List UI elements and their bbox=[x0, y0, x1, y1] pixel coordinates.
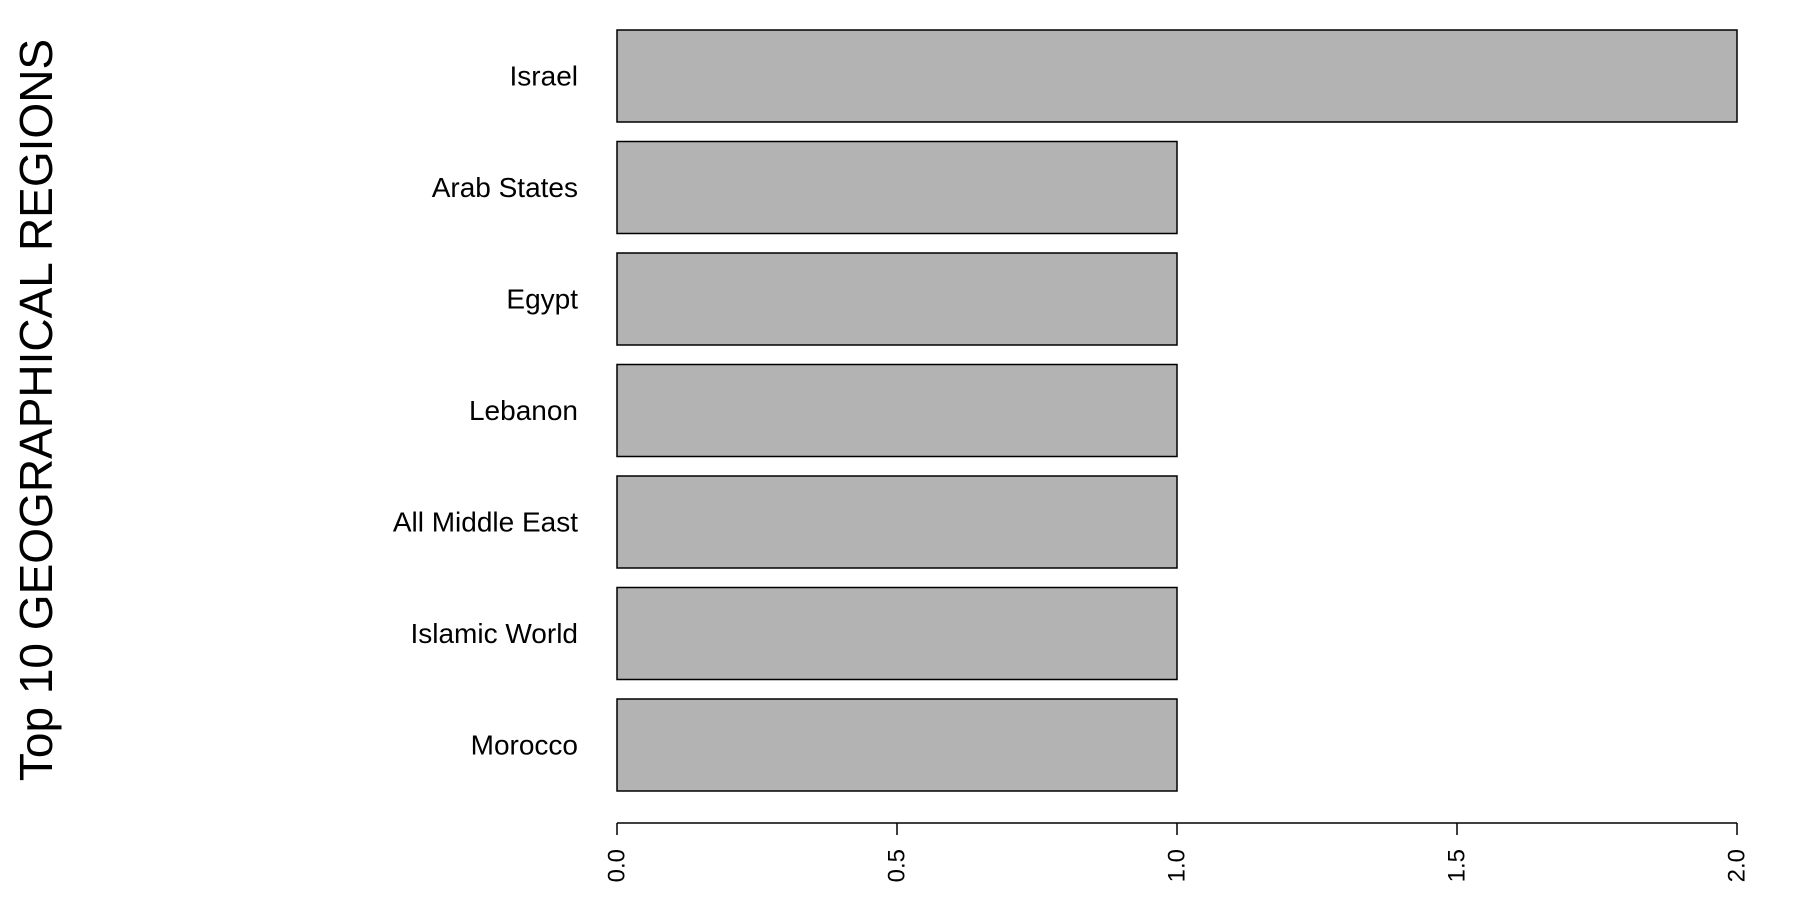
y-axis-title-group: Top 10 GEOGRAPHICAL REGIONS bbox=[10, 39, 62, 781]
bars-group bbox=[616, 29, 1738, 792]
category-label: Morocco bbox=[471, 730, 578, 761]
category-label: Egypt bbox=[506, 284, 578, 315]
category-label: All Middle East bbox=[393, 507, 578, 538]
bar bbox=[616, 475, 1178, 569]
category-label: Israel bbox=[510, 61, 578, 92]
bar bbox=[616, 586, 1178, 681]
bar bbox=[616, 29, 1738, 123]
bar bbox=[616, 140, 1178, 235]
y-axis-title: Top 10 GEOGRAPHICAL REGIONS bbox=[10, 39, 62, 781]
category-label: Lebanon bbox=[469, 395, 578, 426]
category-label: Arab States bbox=[432, 172, 578, 203]
category-label: Islamic World bbox=[410, 618, 578, 649]
bar bbox=[616, 252, 1178, 346]
bar bbox=[616, 698, 1178, 792]
x-tick-label: 2.0 bbox=[1724, 849, 1751, 882]
x-axis: 0.0 0.5 1.0 1.5 2.0 bbox=[604, 822, 1751, 882]
x-tick-label: 0.5 bbox=[884, 849, 911, 882]
x-tick-label: 0.0 bbox=[604, 849, 631, 882]
x-tick-label: 1.0 bbox=[1164, 849, 1191, 882]
category-labels-group: Israel Arab States Egypt Lebanon All Middle … bbox=[393, 61, 578, 761]
bar bbox=[616, 363, 1178, 458]
x-tick-label: 1.5 bbox=[1444, 849, 1471, 882]
